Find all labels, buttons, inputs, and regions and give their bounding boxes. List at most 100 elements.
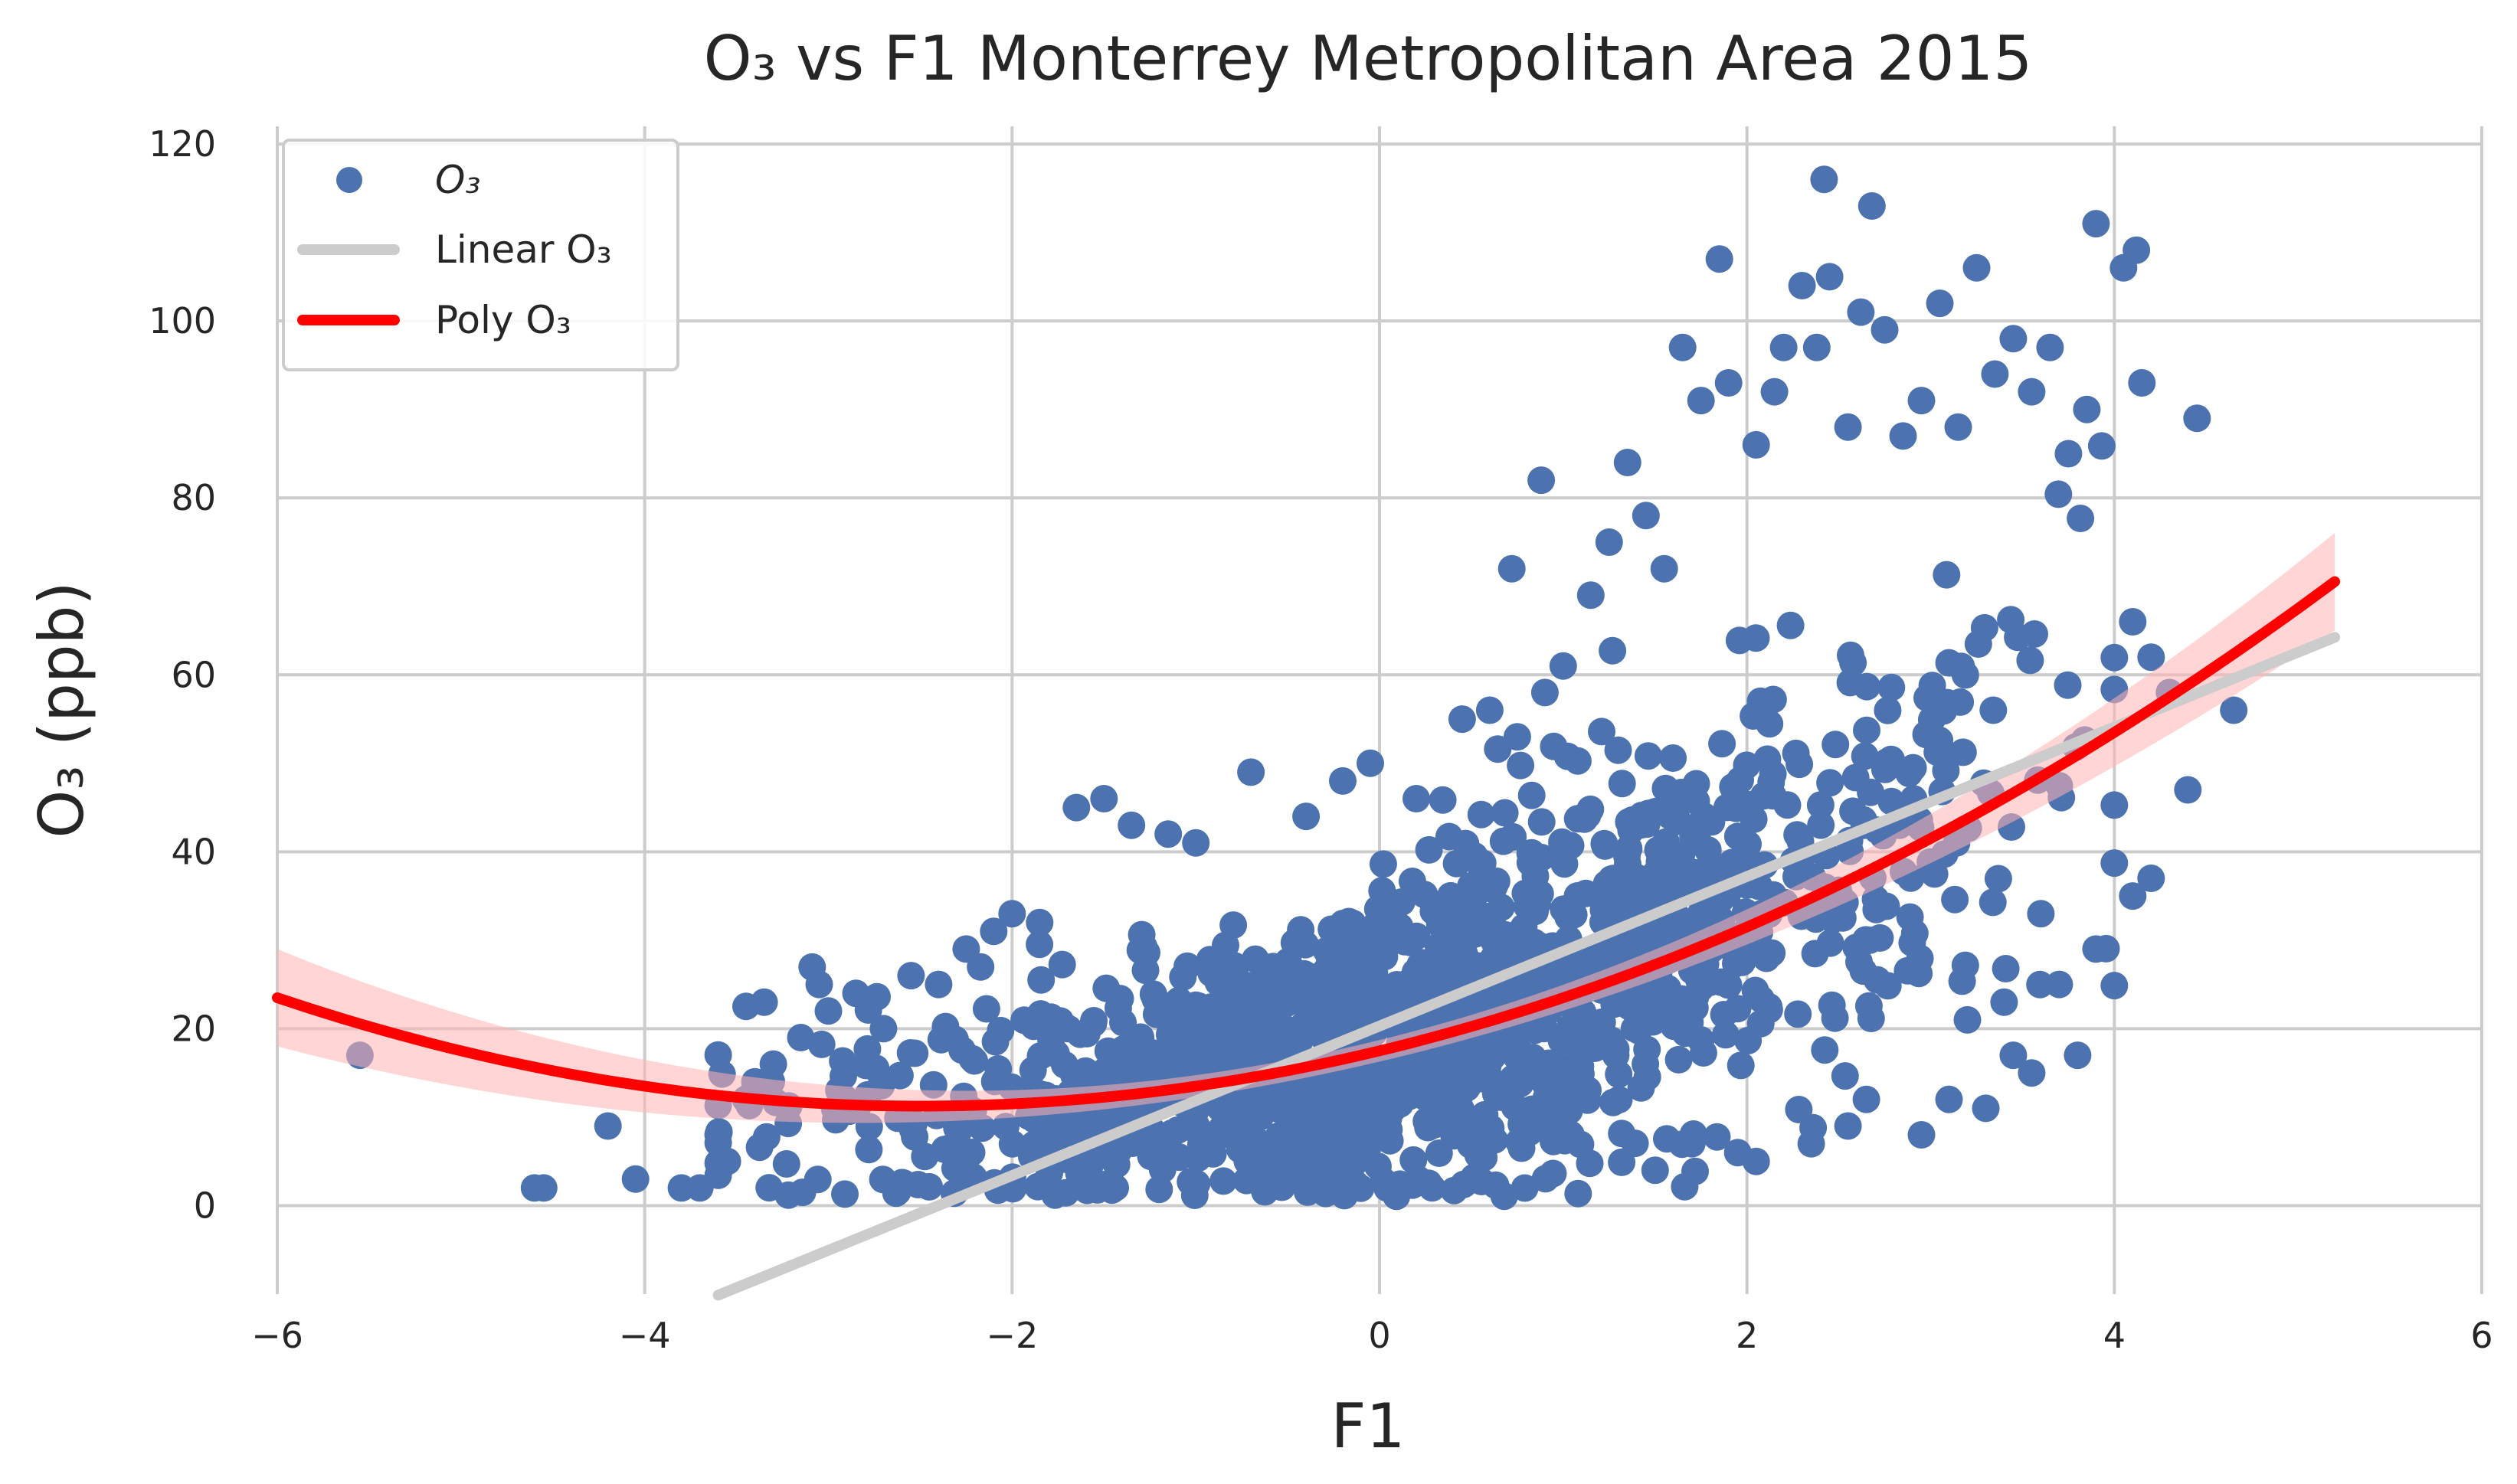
data-point bbox=[1517, 781, 1546, 809]
data-point bbox=[1475, 696, 1504, 724]
data-point bbox=[1548, 831, 1576, 859]
data-point bbox=[1213, 1024, 1241, 1052]
data-point bbox=[2018, 1059, 2046, 1087]
data-point bbox=[1821, 731, 1850, 759]
data-point bbox=[1130, 933, 1158, 961]
data-point bbox=[987, 1016, 1015, 1044]
data-point bbox=[2067, 505, 2095, 532]
data-point bbox=[2064, 1041, 2092, 1070]
data-point bbox=[1664, 1045, 1693, 1074]
scatter-layer bbox=[345, 165, 2248, 1211]
data-point bbox=[889, 1169, 918, 1197]
data-point bbox=[1999, 1041, 2028, 1070]
data-point bbox=[1491, 799, 1519, 827]
data-point bbox=[2100, 972, 2129, 1000]
y-tick-label: 60 bbox=[171, 654, 216, 695]
data-point bbox=[1984, 865, 2012, 893]
data-point bbox=[1979, 888, 2007, 917]
data-point bbox=[854, 996, 882, 1024]
data-point bbox=[1866, 923, 1894, 952]
data-point bbox=[1811, 1036, 1839, 1064]
data-point bbox=[1949, 738, 1977, 767]
data-point bbox=[2073, 395, 2101, 423]
data-point bbox=[1711, 1021, 1740, 1049]
data-point bbox=[958, 1044, 987, 1073]
data-point bbox=[1098, 1176, 1126, 1205]
x-tick-label: 0 bbox=[1368, 1315, 1390, 1356]
data-point bbox=[1659, 744, 1687, 772]
data-point bbox=[829, 1047, 857, 1075]
data-point bbox=[1334, 965, 1363, 993]
data-point bbox=[957, 1139, 986, 1166]
data-point bbox=[1627, 1074, 1655, 1102]
data-point bbox=[1962, 253, 1991, 282]
data-point bbox=[1360, 1061, 1389, 1089]
data-point bbox=[1306, 1138, 1334, 1166]
data-point bbox=[1871, 315, 1899, 344]
data-point bbox=[2026, 970, 2054, 999]
data-point bbox=[984, 1054, 1013, 1083]
data-point bbox=[1535, 1099, 1563, 1127]
data-point bbox=[852, 1051, 880, 1080]
poly-confidence-band bbox=[277, 533, 2335, 1123]
data-point bbox=[1742, 430, 1770, 459]
data-point bbox=[1831, 1062, 1859, 1090]
data-point bbox=[1139, 980, 1167, 1008]
data-point bbox=[1576, 581, 1605, 610]
data-point bbox=[1776, 611, 1805, 639]
data-point bbox=[1999, 325, 2028, 353]
data-point bbox=[897, 962, 925, 990]
data-point bbox=[1608, 1148, 1636, 1176]
data-point bbox=[1048, 950, 1076, 979]
data-point bbox=[1806, 791, 1835, 819]
data-point bbox=[1511, 1174, 1539, 1202]
data-point bbox=[1599, 1088, 1627, 1116]
data-point bbox=[1483, 1070, 1511, 1098]
data-point bbox=[1810, 165, 1838, 194]
data-point bbox=[1599, 636, 1627, 665]
data-point bbox=[1727, 766, 1754, 794]
data-point bbox=[1871, 755, 1899, 783]
data-point bbox=[1586, 1012, 1615, 1040]
data-point bbox=[1839, 797, 1867, 825]
data-point bbox=[1723, 1139, 1752, 1167]
data-point bbox=[831, 1180, 859, 1208]
data-point bbox=[1507, 751, 1535, 780]
data-point bbox=[1554, 903, 1583, 931]
y-tick-label: 120 bbox=[149, 123, 216, 165]
data-point bbox=[1816, 769, 1844, 797]
data-point bbox=[1527, 466, 1556, 495]
data-point bbox=[621, 1165, 650, 1193]
data-point bbox=[1317, 915, 1346, 943]
data-point bbox=[1634, 742, 1662, 770]
data-point bbox=[1118, 811, 1146, 839]
data-point bbox=[732, 992, 760, 1021]
data-point bbox=[1818, 991, 1846, 1019]
data-point bbox=[1420, 1071, 1448, 1099]
data-point bbox=[1456, 1048, 1484, 1077]
data-point bbox=[2220, 696, 2248, 724]
data-point bbox=[869, 1015, 898, 1043]
legend-scatter-marker bbox=[336, 167, 362, 193]
data-point bbox=[1540, 732, 1568, 760]
data-point bbox=[1650, 554, 1678, 583]
data-point bbox=[1527, 808, 1556, 836]
data-point bbox=[1329, 767, 1357, 795]
data-point bbox=[1358, 1117, 1386, 1146]
data-point bbox=[1759, 760, 1787, 788]
data-point bbox=[1947, 652, 1975, 681]
data-point bbox=[1439, 963, 1467, 991]
data-point bbox=[1889, 422, 1917, 450]
data-point bbox=[1090, 785, 1118, 812]
data-point bbox=[998, 900, 1026, 928]
data-point bbox=[1435, 822, 1463, 851]
data-point bbox=[1363, 909, 1391, 937]
data-point bbox=[1723, 822, 1752, 851]
data-point bbox=[2100, 849, 2129, 878]
data-point bbox=[1893, 956, 1922, 985]
data-point bbox=[2137, 865, 2165, 892]
data-point bbox=[967, 953, 995, 981]
data-point bbox=[2027, 900, 2055, 928]
data-point bbox=[1679, 822, 1707, 851]
data-point bbox=[1549, 652, 1577, 680]
